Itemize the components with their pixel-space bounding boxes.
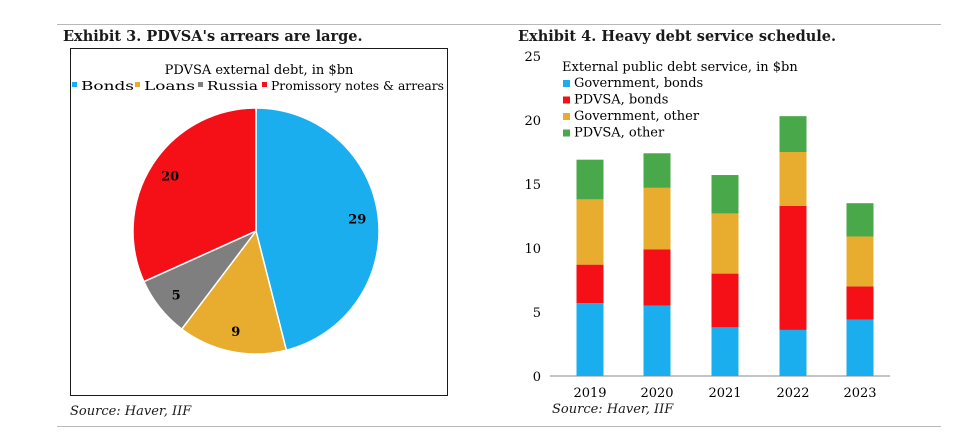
bar-y-tick-label-3: 15: [524, 178, 541, 193]
exhibit-3-title: Exhibit 3. PDVSA's arrears are large.: [63, 28, 363, 45]
bar-segment-2021-pdvsa-bonds: [711, 273, 739, 328]
bar-segment-2022-pdvsa-other: [779, 116, 807, 152]
bar-segment-2019-pdvsa-bonds: [576, 264, 604, 304]
bar-y-tick-label-2: 10: [524, 242, 541, 257]
bar-x-tick-label-0: 2019: [573, 386, 606, 401]
bar-legend-label-1: PDVSA, bonds: [574, 93, 668, 108]
bar-segment-2020-pdvsa-other: [643, 153, 671, 188]
pie-legend-label-0: Bonds: [81, 78, 134, 93]
pie-value-label-2: 5: [172, 289, 181, 304]
pie-value-label-3: 20: [161, 170, 179, 185]
bar-segment-2020-government-bonds: [643, 305, 671, 376]
pie-value-label-0: 29: [348, 212, 366, 227]
bar-segment-2023-pdvsa-bonds: [846, 286, 874, 320]
bar-segment-2019-government-bonds: [576, 303, 604, 376]
bar-legend-swatch-3: [563, 129, 570, 137]
bar-segment-2023-government-other: [846, 236, 874, 287]
bar-segment-2023-government-bonds: [846, 319, 874, 376]
bar-y-tick-label-4: 20: [524, 114, 541, 129]
pie-legend-label-1: Loans: [144, 78, 195, 93]
bar-segment-2021-pdvsa-other: [711, 175, 739, 214]
bar-y-tick-label-5: 25: [524, 50, 541, 65]
pie-slice-loans: [180, 229, 288, 355]
pie-legend-label-3: Promissory notes & arrears: [271, 78, 444, 93]
pie-legend-swatch-2: [198, 82, 203, 87]
bar-x-tick-label-4: 2023: [843, 386, 876, 401]
bar-x-tick-label-3: 2022: [776, 386, 809, 401]
pie-legend-swatch-3: [262, 82, 267, 87]
bar-chart-title: External public debt service, in $bn: [562, 60, 798, 75]
bar-segment-2019-pdvsa-other: [576, 159, 604, 200]
pie-legend-label-2: Russia: [207, 78, 259, 93]
pie-legend-swatch-0: [72, 82, 77, 87]
bar-segment-2019-government-other: [576, 199, 604, 265]
bar-legend-swatch-0: [563, 80, 570, 87]
bar-segment-2023-pdvsa-other: [846, 203, 874, 237]
bar-y-tick-label-0: 0: [533, 370, 541, 385]
pie-slice-bonds: [255, 107, 380, 352]
bar-y-tick-label-1: 5: [533, 306, 541, 321]
bottom-rule: [57, 426, 941, 427]
bar-legend-swatch-2: [563, 113, 570, 120]
pie-source-note: Source: Haver, IIF: [70, 404, 192, 419]
pie-chart-title: PDVSA external debt, in $bn: [165, 63, 354, 78]
exhibit-4-title: Exhibit 4. Heavy debt service schedule.: [518, 28, 837, 45]
bar-segment-2022-government-other: [779, 152, 807, 206]
bar-source-note: Source: Haver, IIF: [552, 402, 674, 417]
top-rule: [57, 24, 941, 25]
bar-x-tick-label-2: 2021: [708, 386, 741, 401]
pie-legend-swatch-1: [135, 82, 140, 87]
bar-legend-label-0: Government, bonds: [574, 76, 703, 91]
bar-segment-2022-pdvsa-bonds: [779, 205, 807, 330]
bar-legend-label-2: Government, other: [574, 109, 700, 124]
bar-legend-label-3: PDVSA, other: [574, 126, 665, 141]
bar-segment-2021-government-bonds: [711, 327, 739, 376]
bar-x-tick-label-1: 2020: [640, 386, 673, 401]
pie-chart-frame: [70, 48, 448, 396]
bar-legend-swatch-1: [563, 96, 570, 104]
bar-segment-2020-pdvsa-bonds: [643, 249, 671, 306]
pie-slice-promissory-notes-arrears: [132, 107, 257, 283]
bar-segment-2021-government-other: [711, 213, 739, 274]
bar-segment-2022-government-bonds: [779, 329, 807, 376]
pie-value-label-1: 9: [231, 325, 240, 340]
bar-segment-2020-government-other: [643, 187, 671, 250]
